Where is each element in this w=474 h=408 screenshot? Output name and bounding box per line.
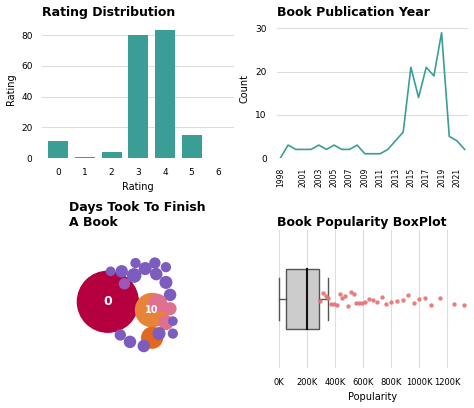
Point xyxy=(365,295,373,302)
Circle shape xyxy=(168,329,177,338)
Circle shape xyxy=(160,277,172,288)
Bar xyxy=(101,152,122,158)
Point xyxy=(347,289,355,296)
FancyBboxPatch shape xyxy=(286,269,319,329)
Point xyxy=(333,302,341,308)
Circle shape xyxy=(164,303,176,315)
Text: Book Publication Year: Book Publication Year xyxy=(276,6,429,18)
Point xyxy=(356,300,363,307)
Circle shape xyxy=(149,295,166,312)
Point xyxy=(404,292,412,298)
Point xyxy=(361,298,369,305)
Point xyxy=(427,302,434,308)
Point xyxy=(325,294,332,301)
Point xyxy=(460,302,468,308)
Point xyxy=(338,294,346,301)
Circle shape xyxy=(77,271,138,332)
Point xyxy=(330,301,338,307)
Point xyxy=(382,301,390,307)
Text: Days Took To Finish
A Book: Days Took To Finish A Book xyxy=(69,201,206,228)
Bar xyxy=(182,135,201,158)
Circle shape xyxy=(125,336,136,348)
Point xyxy=(322,293,329,299)
Circle shape xyxy=(142,327,163,348)
Circle shape xyxy=(151,268,162,279)
Point xyxy=(344,302,352,309)
Circle shape xyxy=(116,266,127,277)
Point xyxy=(353,300,360,306)
Point xyxy=(388,299,395,305)
Bar xyxy=(155,31,175,158)
Bar xyxy=(75,157,95,158)
Point xyxy=(378,294,385,301)
Point xyxy=(358,300,366,307)
Point xyxy=(374,299,381,305)
Point xyxy=(410,300,418,306)
X-axis label: Popularity: Popularity xyxy=(348,392,397,402)
Point xyxy=(393,297,401,304)
Circle shape xyxy=(115,330,125,340)
Point xyxy=(416,295,423,302)
Circle shape xyxy=(138,341,149,352)
Point xyxy=(350,291,357,298)
Circle shape xyxy=(159,316,173,329)
X-axis label: Rating: Rating xyxy=(122,182,154,192)
Text: 0: 0 xyxy=(103,295,112,308)
Text: Book Popularity BoxPlot: Book Popularity BoxPlot xyxy=(276,216,446,228)
Text: 10: 10 xyxy=(146,305,159,315)
Point xyxy=(341,293,349,299)
Point xyxy=(421,295,429,301)
Circle shape xyxy=(139,263,151,274)
Circle shape xyxy=(164,289,176,300)
Circle shape xyxy=(169,317,177,325)
Text: Rating Distribution: Rating Distribution xyxy=(42,6,175,18)
Bar xyxy=(128,35,148,158)
Circle shape xyxy=(162,263,170,272)
Point xyxy=(451,300,458,307)
Point xyxy=(316,297,324,304)
Y-axis label: Rating: Rating xyxy=(6,73,16,105)
Circle shape xyxy=(150,258,160,268)
Point xyxy=(369,297,377,303)
Circle shape xyxy=(107,267,115,275)
Circle shape xyxy=(136,293,169,327)
Point xyxy=(437,294,444,301)
Point xyxy=(399,296,406,303)
Circle shape xyxy=(131,259,140,268)
Circle shape xyxy=(153,328,165,339)
Point xyxy=(319,290,327,296)
Point xyxy=(328,301,335,307)
Circle shape xyxy=(128,269,141,282)
Point xyxy=(336,290,343,297)
Circle shape xyxy=(119,279,129,289)
Bar xyxy=(48,141,68,158)
Y-axis label: Count: Count xyxy=(240,74,250,103)
